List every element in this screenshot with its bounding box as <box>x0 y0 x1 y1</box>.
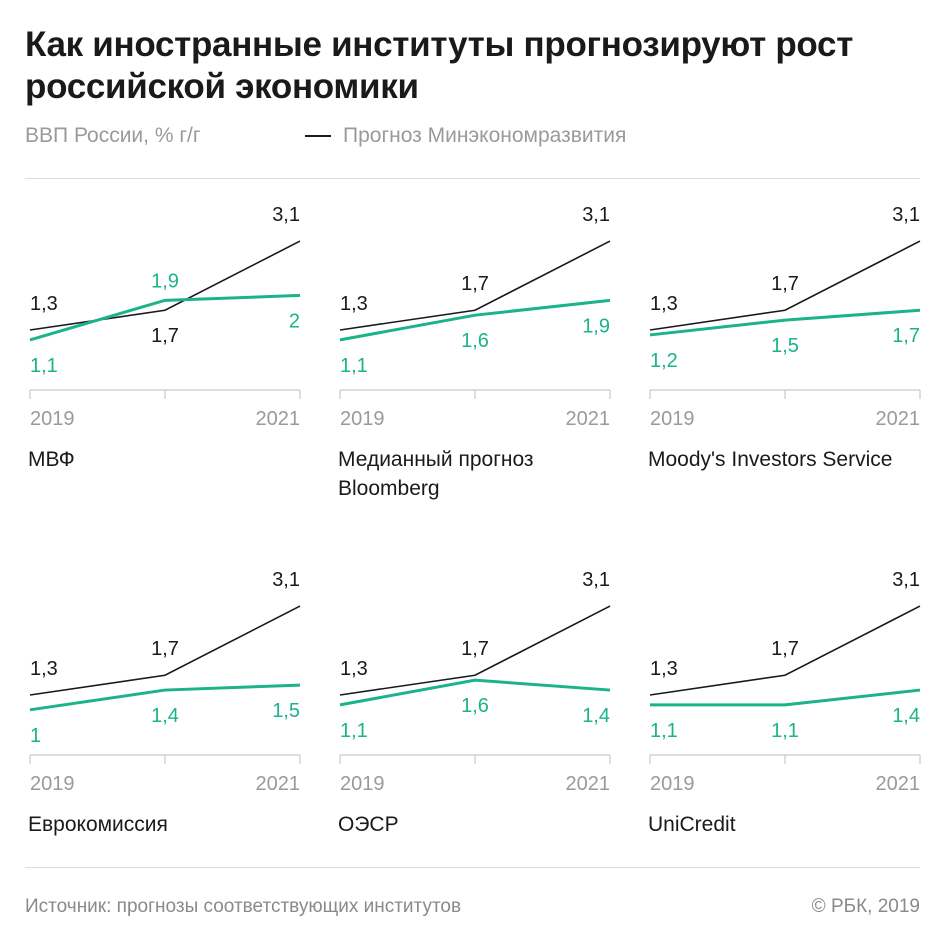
data-label-forecast: 1,5 <box>272 700 300 722</box>
data-label-forecast: 1,4 <box>892 705 920 727</box>
data-label-forecast: 1,6 <box>461 330 489 352</box>
series-line-ministry <box>339 605 611 696</box>
data-label-forecast: 1,1 <box>340 720 368 742</box>
data-label-ministry: 1,7 <box>151 325 179 347</box>
panel-title: Еврокомиссия <box>28 813 168 836</box>
data-label-forecast: 1,9 <box>151 270 179 292</box>
data-label-ministry: 3,1 <box>272 204 300 226</box>
x-tick-label: 2019 <box>30 408 75 430</box>
data-label-ministry: 1,7 <box>461 638 489 660</box>
x-tick-label: 2021 <box>256 773 301 795</box>
series-line-ministry <box>339 240 611 331</box>
panel-title: UniCredit <box>648 813 736 836</box>
x-tick-label: 2019 <box>340 408 385 430</box>
chart-title: Как иностранные институты прогнозируют р… <box>25 25 854 106</box>
data-label-ministry: 1,7 <box>771 638 799 660</box>
top-divider <box>25 178 920 179</box>
panel-title: Медианный прогноз Bloomberg <box>338 448 534 500</box>
series-line-ministry <box>29 240 301 331</box>
data-label-forecast: 1,1 <box>771 720 799 742</box>
series-line-ministry <box>649 240 921 331</box>
data-label-forecast: 1,6 <box>461 695 489 717</box>
x-tick-label: 2019 <box>650 773 695 795</box>
data-label-ministry: 1,7 <box>461 273 489 295</box>
copyright: © РБК, 2019 <box>811 896 920 917</box>
legend-label: Прогноз Минэкономразвития <box>343 124 627 147</box>
series-line-ministry <box>649 605 921 696</box>
series-line-forecast <box>650 688 921 707</box>
panel-title: ОЭСР <box>338 813 399 836</box>
x-tick-label: 2019 <box>650 408 695 430</box>
x-tick-label: 2021 <box>876 773 921 795</box>
x-tick-label: 2019 <box>30 773 75 795</box>
data-label-forecast: 1,1 <box>650 720 678 742</box>
legend-line-swatch <box>305 135 331 137</box>
x-tick-label: 2021 <box>566 408 611 430</box>
panel-title: Moody's Investors Service <box>648 448 893 471</box>
data-label-forecast: 1,4 <box>151 705 179 727</box>
data-label-ministry: 1,3 <box>650 293 678 315</box>
data-label-forecast: 1,9 <box>582 315 610 337</box>
series-line-forecast <box>339 298 611 342</box>
series-line-forecast <box>339 678 611 707</box>
x-tick-label: 2019 <box>340 773 385 795</box>
legend: Прогноз Минэкономразвития <box>305 124 626 148</box>
source-note: Источник: прогнозы соответствующих инсти… <box>25 896 462 917</box>
data-label-forecast: 2 <box>289 310 300 332</box>
data-label-ministry: 1,3 <box>340 293 368 315</box>
data-label-ministry: 1,3 <box>340 658 368 680</box>
data-label-ministry: 3,1 <box>272 569 300 591</box>
x-tick-label: 2021 <box>566 773 611 795</box>
data-label-forecast: 1,2 <box>650 350 678 372</box>
data-label-ministry: 1,3 <box>30 293 58 315</box>
x-tick-label: 2021 <box>256 408 301 430</box>
data-label-forecast: 1,4 <box>582 705 610 727</box>
data-label-ministry: 3,1 <box>582 569 610 591</box>
data-label-forecast: 1,5 <box>771 335 799 357</box>
chart-subtitle: ВВП России, % г/г <box>25 124 201 147</box>
data-label-forecast: 1,1 <box>340 355 368 377</box>
series-line-forecast <box>649 308 921 337</box>
series-line-ministry <box>29 605 301 696</box>
panel-title: МВФ <box>28 448 75 471</box>
series-line-forecast <box>29 293 301 342</box>
x-tick-label: 2021 <box>876 408 921 430</box>
data-label-ministry: 1,3 <box>650 658 678 680</box>
data-label-ministry: 3,1 <box>892 204 920 226</box>
data-label-ministry: 3,1 <box>892 569 920 591</box>
bottom-divider <box>25 867 920 868</box>
data-label-ministry: 1,3 <box>30 658 58 680</box>
data-label-forecast: 1,1 <box>30 355 58 377</box>
data-label-forecast: 1 <box>30 725 41 747</box>
data-label-ministry: 3,1 <box>582 204 610 226</box>
data-label-ministry: 1,7 <box>771 273 799 295</box>
data-label-ministry: 1,7 <box>151 638 179 660</box>
data-label-forecast: 1,7 <box>892 325 920 347</box>
series-line-forecast <box>29 683 301 712</box>
